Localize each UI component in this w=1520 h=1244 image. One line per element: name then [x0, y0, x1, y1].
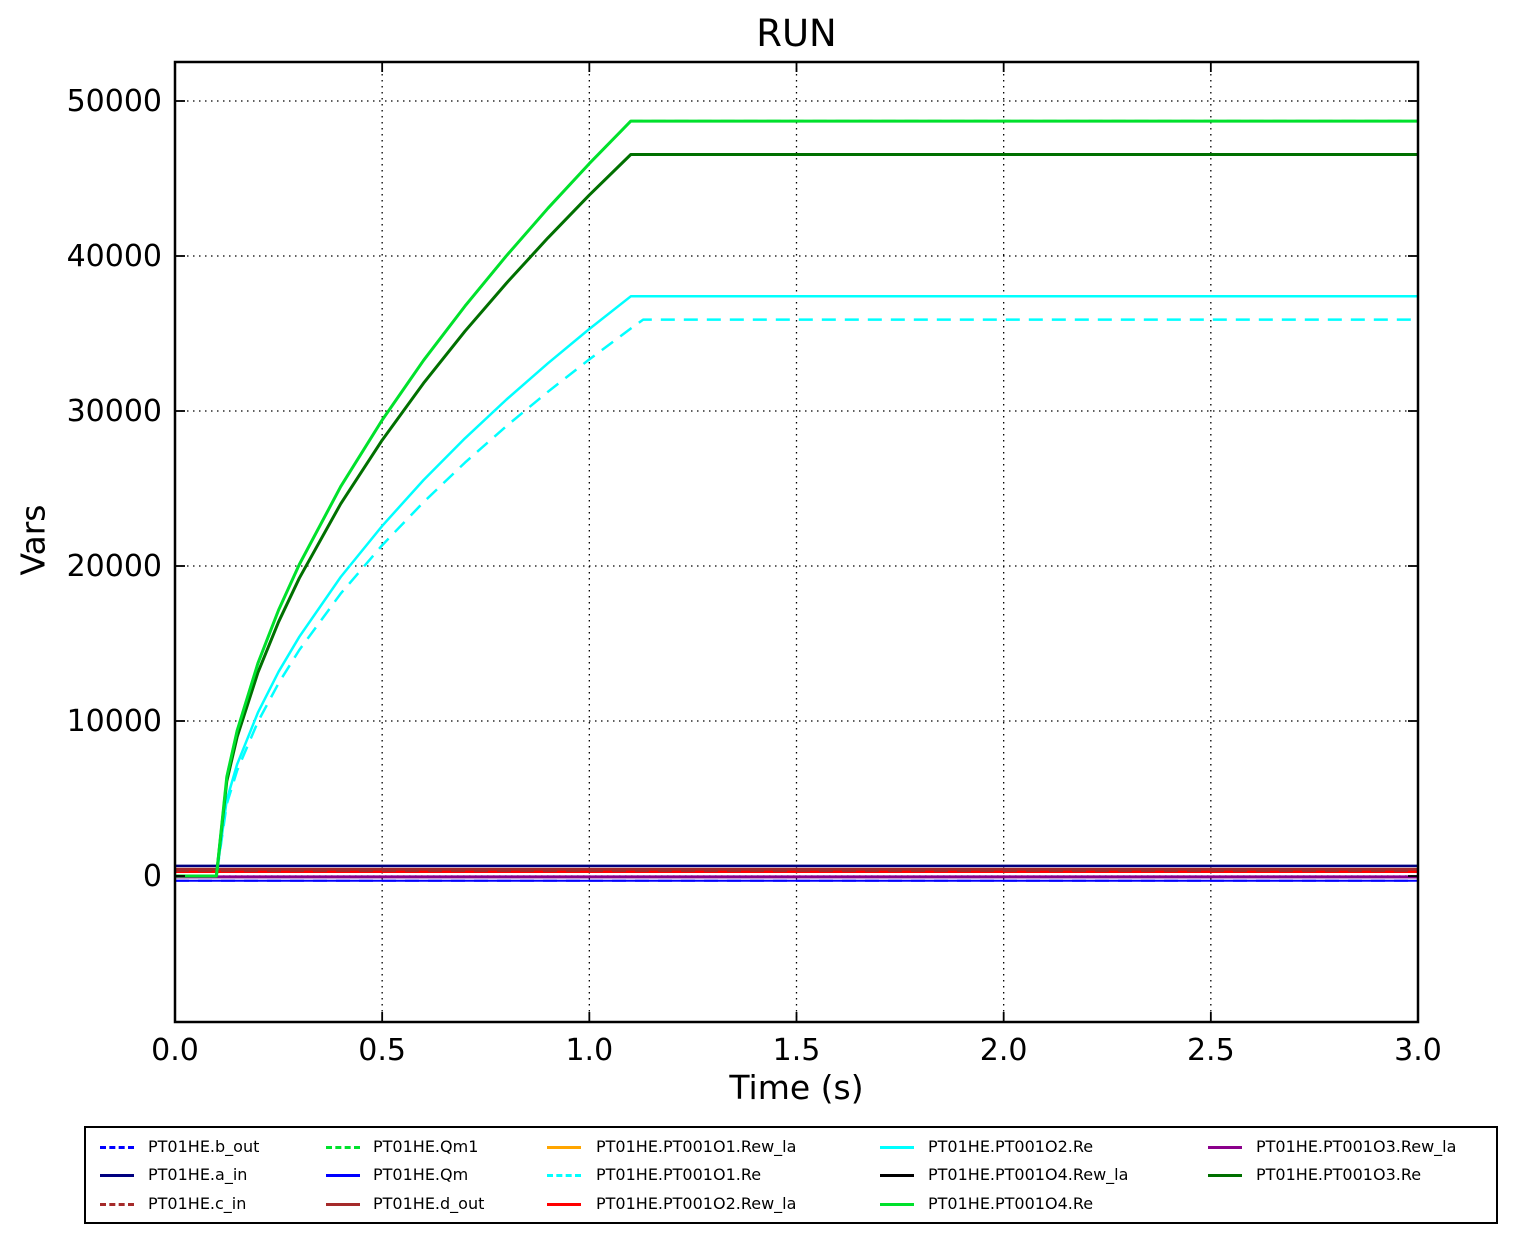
y-tick-label: 30000 [67, 394, 162, 429]
legend-line-swatch [547, 1203, 581, 1206]
legend-line-swatch [326, 1146, 360, 1149]
x-tick-label: 0.0 [151, 1033, 199, 1068]
legend-label: PT01HE.PT001O3.Rew_la [1256, 1137, 1457, 1156]
legend-line-swatch [326, 1174, 360, 1177]
series-PT01HE.PT001O4.Re [175, 119, 1418, 878]
legend-line-swatch [1208, 1146, 1242, 1149]
legend-label: PT01HE.PT001O1.Rew_la [596, 1137, 797, 1156]
legend-line-swatch [547, 1174, 581, 1177]
legend-label: PT01HE.PT001O4.Re [928, 1194, 1094, 1213]
legend-line-swatch [100, 1174, 134, 1177]
x-tick-label: 1.5 [773, 1033, 821, 1068]
legend-label: PT01HE.Qm [373, 1165, 469, 1184]
x-tick-label: 1.0 [565, 1033, 613, 1068]
legend-line-swatch [547, 1146, 581, 1149]
legend-label: PT01HE.b_out [148, 1137, 260, 1156]
legend-label: PT01HE.PT001O2.Re [928, 1137, 1094, 1156]
y-tick-label: 0 [143, 859, 162, 894]
legend-line-swatch [1208, 1174, 1242, 1177]
legend-label: PT01HE.d_out [373, 1194, 485, 1213]
legend-label: PT01HE.PT001O2.Rew_la [596, 1194, 797, 1213]
legend: PT01HE.b_out PT01HE.a_in PT01HE.c_in PT01HE… [84, 1126, 1498, 1224]
x-tick-label: 2.5 [1187, 1033, 1235, 1068]
legend-label: PT01HE.PT001O3.Re [1256, 1165, 1422, 1184]
x-tick-label: 2.0 [980, 1033, 1028, 1068]
y-tick-label: 10000 [67, 704, 162, 739]
legend-label: PT01HE.PT001O4.Rew_la [928, 1165, 1129, 1184]
series-PT01HE.PT001O3.Re [175, 153, 1418, 878]
legend-label: PT01HE.a_in [148, 1165, 248, 1184]
legend-line-swatch [880, 1203, 914, 1206]
legend-label: PT01HE.PT001O1.Re [596, 1165, 762, 1184]
y-tick-label: 50000 [67, 84, 162, 119]
series-PT01HE.PT001O2.Re [175, 295, 1418, 878]
legend-label: PT01HE.Qm1 [373, 1137, 479, 1156]
x-tick-label: 3.0 [1394, 1033, 1442, 1068]
legend-line-swatch [100, 1146, 134, 1149]
legend-label: PT01HE.c_in [148, 1194, 247, 1213]
chart-title: RUN [756, 12, 837, 55]
legend-line-swatch [880, 1174, 914, 1177]
plot-area: 0.0 0.5 1.0 1.5 2.0 2.5 3.0 0 10000 20000 30000 400… [67, 60, 1442, 1068]
legend-line-swatch [100, 1203, 134, 1206]
series-PT01HE.PT001O1.Re [175, 318, 1418, 878]
series-PT01HE.Qm1 [175, 119, 1418, 878]
x-tick-label: 0.5 [358, 1033, 406, 1068]
y-tick-label: 40000 [67, 239, 162, 274]
x-axis-label: Time (s) [729, 1068, 864, 1107]
y-tick-label: 20000 [67, 549, 162, 584]
legend-line-swatch [880, 1146, 914, 1149]
legend-line-swatch [326, 1203, 360, 1206]
